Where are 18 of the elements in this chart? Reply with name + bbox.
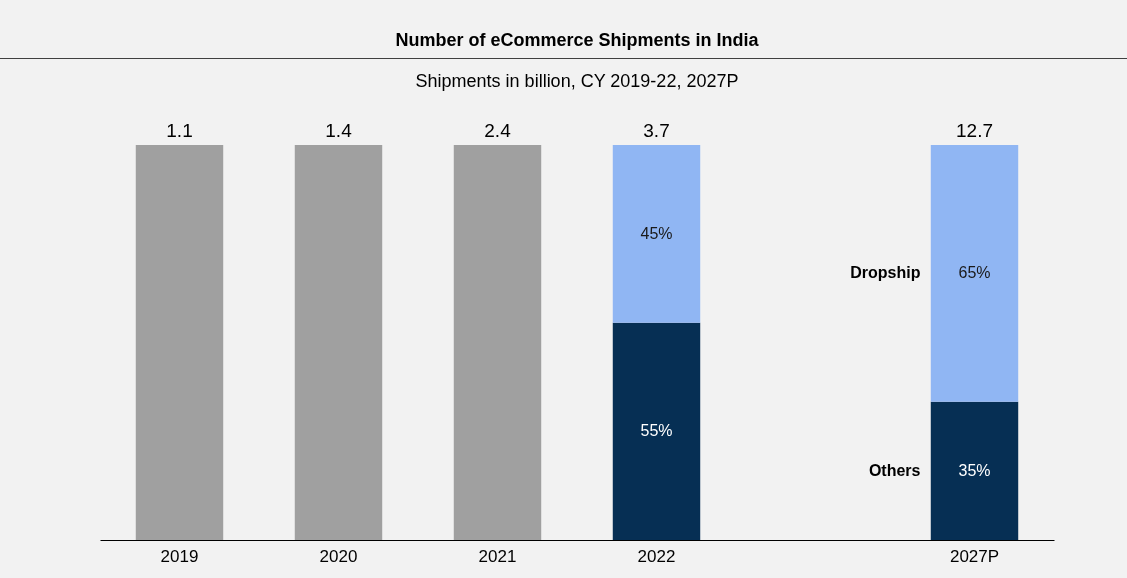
chart-title: Number of eCommerce Shipments in India [395,30,760,50]
x-tick-label: 2021 [478,546,517,566]
annotation: 12.7 [956,120,993,141]
series-label: Dropship [850,264,921,282]
data-label: 45% [640,224,673,242]
data-label: 55% [640,422,673,440]
annotation: 1.1 [166,120,193,141]
chart-subtitle: Shipments in billion, CY 2019-22, 2027P [415,71,739,91]
x-tick-label: 2020 [319,546,358,566]
x-tick-label: 2022 [637,546,676,566]
annotation: 3.7 [643,120,670,141]
series-label: Others [868,461,921,479]
data-label: 35% [958,461,991,479]
annotation: 1.4 [325,120,353,141]
x-tick-label: 2027P [949,546,1000,566]
annotation: 2.4 [484,120,512,141]
data-label: 65% [958,264,991,282]
x-tick-label: 2019 [160,546,199,566]
